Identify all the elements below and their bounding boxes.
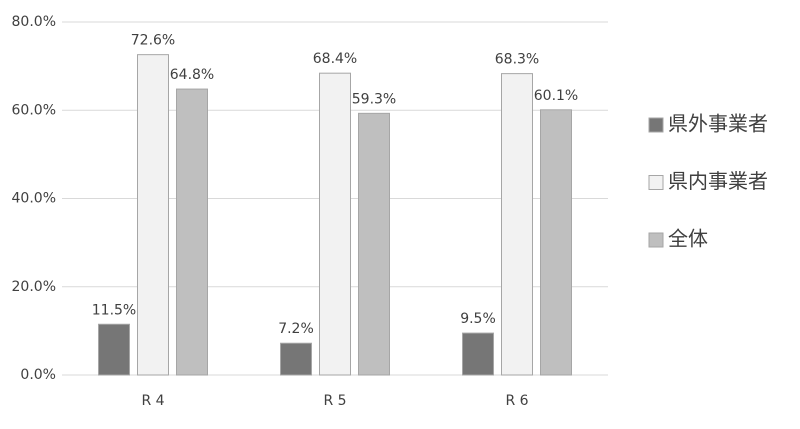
value-label: 68.3% <box>495 52 539 68</box>
x-tick-label: R 5 <box>323 393 346 409</box>
legend-swatch <box>648 175 664 190</box>
value-label: 11.5% <box>92 302 136 318</box>
y-tick-label: 60.0% <box>12 102 56 118</box>
y-tick-label: 0.0% <box>20 367 56 383</box>
value-label: 59.3% <box>352 91 396 107</box>
value-label: 68.4% <box>313 51 357 67</box>
value-label: 64.8% <box>170 67 214 83</box>
legend-label: 全体 <box>668 227 708 251</box>
value-label: 72.6% <box>131 33 175 49</box>
legend-swatch <box>648 117 664 133</box>
bar <box>137 54 169 376</box>
bar <box>501 73 533 376</box>
bar <box>280 342 312 376</box>
bar <box>176 88 208 376</box>
value-label: 7.2% <box>278 321 314 337</box>
legend-swatch <box>648 232 664 248</box>
value-label: 60.1% <box>534 88 578 104</box>
y-tick-label: 40.0% <box>12 191 56 207</box>
bar <box>540 109 572 376</box>
x-tick-label: R 4 <box>141 393 164 409</box>
legend-label: 県内事業者 <box>668 169 768 193</box>
x-tick-label: R 6 <box>505 393 528 409</box>
value-label: 9.5% <box>460 311 496 327</box>
y-tick-label: 20.0% <box>12 279 56 295</box>
y-tick-label: 80.0% <box>12 14 56 30</box>
legend-label: 県外事業者 <box>668 112 768 136</box>
bar <box>462 332 494 376</box>
bar <box>358 112 390 376</box>
bar <box>319 72 351 376</box>
bar <box>98 323 130 376</box>
